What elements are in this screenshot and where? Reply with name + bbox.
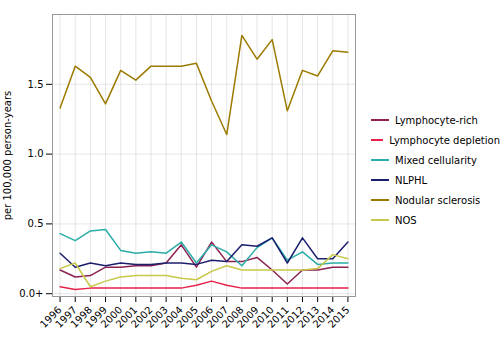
svg-text:2006: 2006 (189, 304, 216, 330)
svg-text:2012: 2012 (280, 304, 307, 330)
svg-text:2003: 2003 (144, 304, 170, 330)
svg-text:2010: 2010 (250, 304, 276, 330)
svg-text:1999: 1999 (83, 304, 110, 330)
html-text:Nodular sclerosis: Nodular sclerosis (395, 194, 481, 206)
svg-text:1997: 1997 (53, 304, 79, 330)
svg-text:2004: 2004 (159, 304, 185, 330)
svg-text:2000: 2000 (98, 304, 125, 330)
svg-text:1.5: 1.5 (28, 79, 44, 90)
html-text:Mixed cellularity: Mixed cellularity (395, 154, 477, 166)
svg-text:2005: 2005 (174, 304, 201, 330)
svg-text:1998: 1998 (68, 304, 95, 330)
html-text:Lymphocyte-rich: Lymphocyte-rich (395, 114, 478, 126)
svg-text:1996: 1996 (38, 304, 64, 330)
svg-text:2001: 2001 (113, 304, 140, 330)
svg-text:2015: 2015 (326, 304, 352, 330)
svg-text:2014: 2014 (310, 304, 337, 330)
svg-text:2008: 2008 (219, 304, 246, 330)
svg-text:2009: 2009 (234, 304, 261, 330)
html-text:Lymphocyte depletion: Lymphocyte depletion (389, 134, 500, 146)
svg-text:per 100,000 person-years: per 100,000 person-years (2, 91, 13, 221)
svg-text:2007: 2007 (204, 304, 231, 330)
svg-text:1.0: 1.0 (28, 148, 44, 159)
svg-text:2013: 2013 (295, 304, 322, 330)
svg-text:0.5: 0.5 (28, 218, 44, 229)
svg-text:2011: 2011 (265, 304, 291, 330)
svg-text:0.0+: 0.0+ (19, 288, 43, 299)
html-text:NOS: NOS (395, 214, 417, 226)
svg-text:2002: 2002 (128, 304, 155, 330)
html-text:NLPHL: NLPHL (395, 174, 428, 186)
